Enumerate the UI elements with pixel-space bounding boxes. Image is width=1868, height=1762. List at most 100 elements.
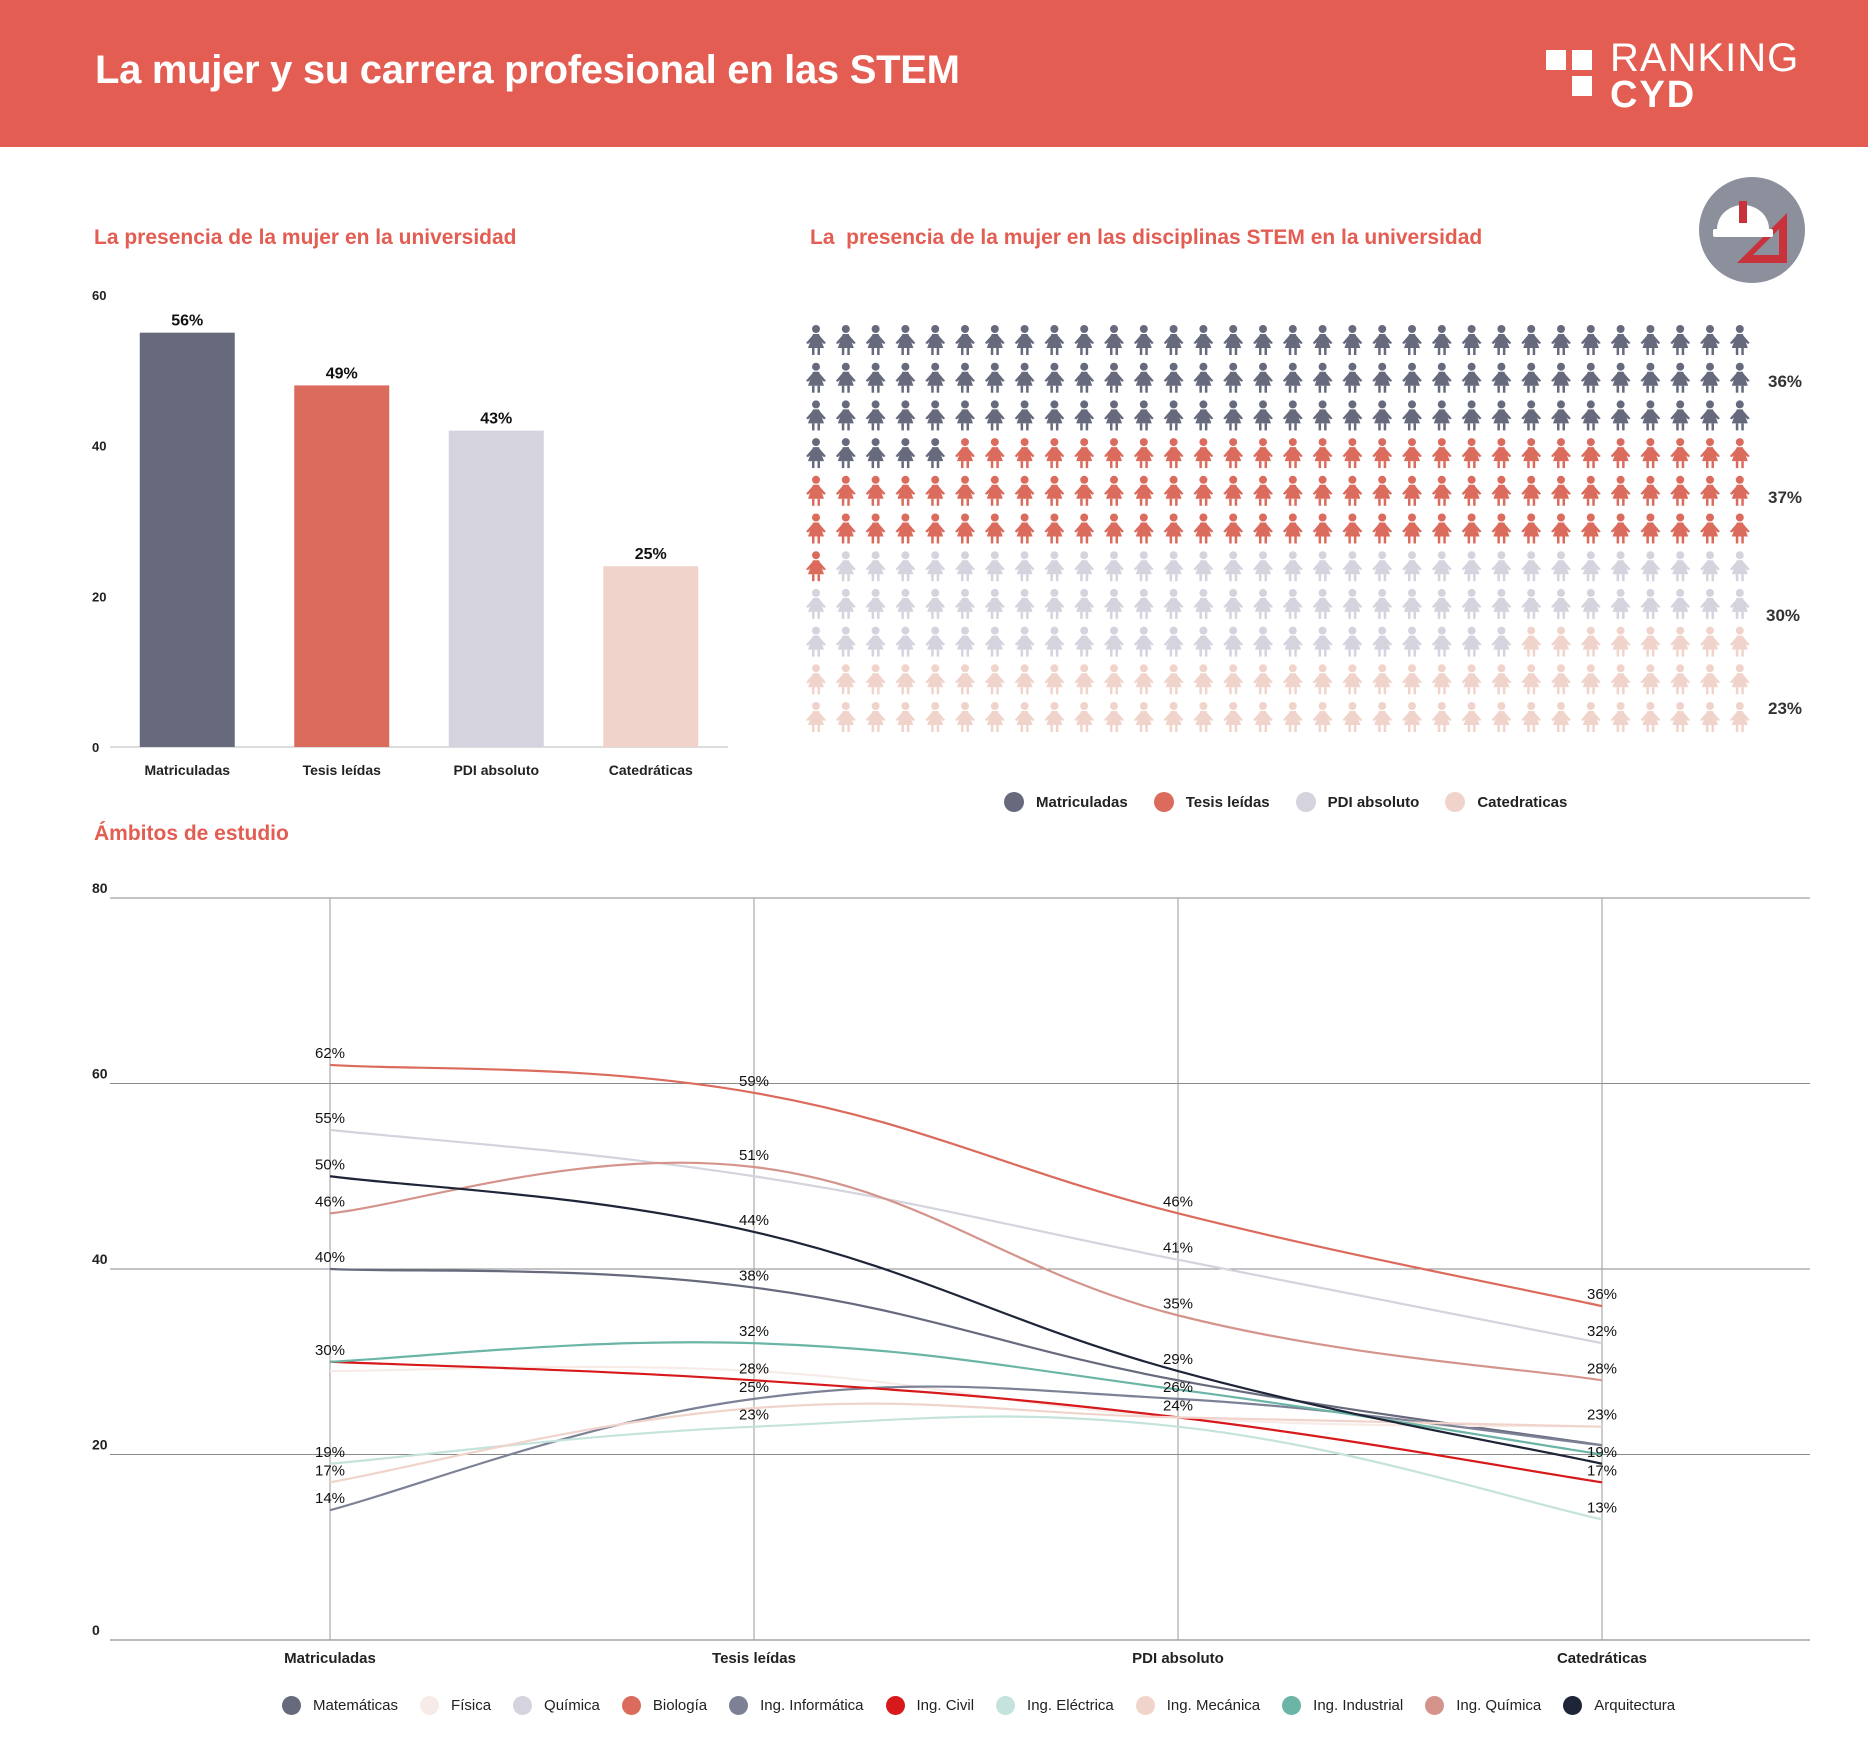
person-leg [1110,611,1113,619]
person-head [1616,362,1625,371]
line-data-label: 44% [739,1212,769,1229]
person-head [1169,626,1178,635]
person-icon [1551,551,1571,582]
person-arms [1670,523,1691,533]
person-arms [1372,372,1393,382]
person-leg [1175,423,1178,431]
person-icon [925,551,946,582]
line-data-label: 46% [1163,1193,1193,1210]
person-leg [1318,385,1322,393]
line-data-label: 35% [1163,1295,1193,1312]
person-icon [1670,475,1691,506]
person-icon [1402,664,1422,695]
person-head [1110,475,1118,484]
person-arms [1342,448,1363,458]
person-icon [1133,325,1154,355]
legend-swatch [1295,792,1316,812]
person-head [990,702,999,710]
person-arms [895,598,916,608]
person-head [931,475,940,484]
line-data-label: 29% [1163,1351,1193,1368]
person-head [931,551,940,560]
person-head [1378,325,1387,333]
person-arms [984,523,1005,533]
person-leg [1711,611,1714,619]
person-arms [1342,674,1363,684]
person-arms [1342,485,1363,495]
person-icon [1700,438,1720,469]
person-head [1139,588,1148,597]
person-leg [847,348,850,355]
person-head [1110,626,1118,635]
hard-hat-ruler-icon [1699,177,1805,283]
person-arms [1670,485,1691,495]
person-icon [1402,400,1422,431]
person-icon [1044,702,1065,732]
person-head [1020,325,1029,333]
person-icon [1610,626,1631,657]
person-leg [1473,536,1476,544]
person-icon [1491,626,1512,657]
person-leg [1110,385,1113,393]
person-leg [1139,498,1143,506]
person-leg [1145,725,1148,732]
person-head [1408,438,1416,447]
person-icon [984,325,1005,355]
person-arms [806,712,826,721]
person-head [1467,400,1476,409]
person-leg [1676,536,1679,544]
person-arms [1282,523,1303,533]
person-icon [1491,588,1512,619]
person-arms [1700,485,1720,495]
person-icon [1014,551,1035,582]
person-icon [835,513,856,544]
person-leg [1443,649,1446,657]
person-leg [1562,649,1565,657]
person-icon [1342,626,1363,657]
person-leg [1502,725,1506,732]
person-head [841,702,850,710]
person-icon [1193,626,1214,657]
legend-item: Ing. Química [1425,1696,1541,1715]
person-leg [1080,611,1083,619]
person-leg [1592,498,1595,506]
person-arms [1372,598,1393,608]
person-head [1050,475,1059,484]
legend-label: Catedraticas [1477,793,1568,811]
person-head [1348,362,1357,371]
person-leg [1437,536,1441,544]
person-head [1259,475,1267,484]
person-icon [1014,400,1035,431]
person-arms [1729,485,1750,495]
person-arms [1074,523,1095,533]
person-icon [1014,626,1035,657]
person-head [1586,325,1595,333]
person-arms [1372,335,1393,344]
person-leg [1139,611,1143,619]
person-leg [966,649,969,657]
person-arms [984,485,1005,495]
person-icon [1223,438,1244,469]
person-icon [1640,588,1661,619]
person-head [1586,702,1595,710]
person-head [1408,664,1416,673]
person-arms [1104,335,1124,344]
person-leg [1706,348,1709,355]
person-head [812,588,820,597]
person-head [1229,664,1238,673]
person-icon [984,588,1005,619]
person-icon [1551,702,1571,732]
person-leg [1378,611,1381,619]
person-leg [1562,423,1565,431]
person-leg [1413,574,1416,582]
person-icon [835,626,856,657]
person-icon [806,513,826,544]
person-icon [1253,438,1273,469]
legend-swatch [885,1696,905,1715]
person-head [871,702,880,710]
person-leg [1497,536,1500,544]
person-leg [1473,461,1476,469]
person-leg [966,687,969,695]
person-icon [1580,626,1601,657]
person-head [1348,513,1357,522]
